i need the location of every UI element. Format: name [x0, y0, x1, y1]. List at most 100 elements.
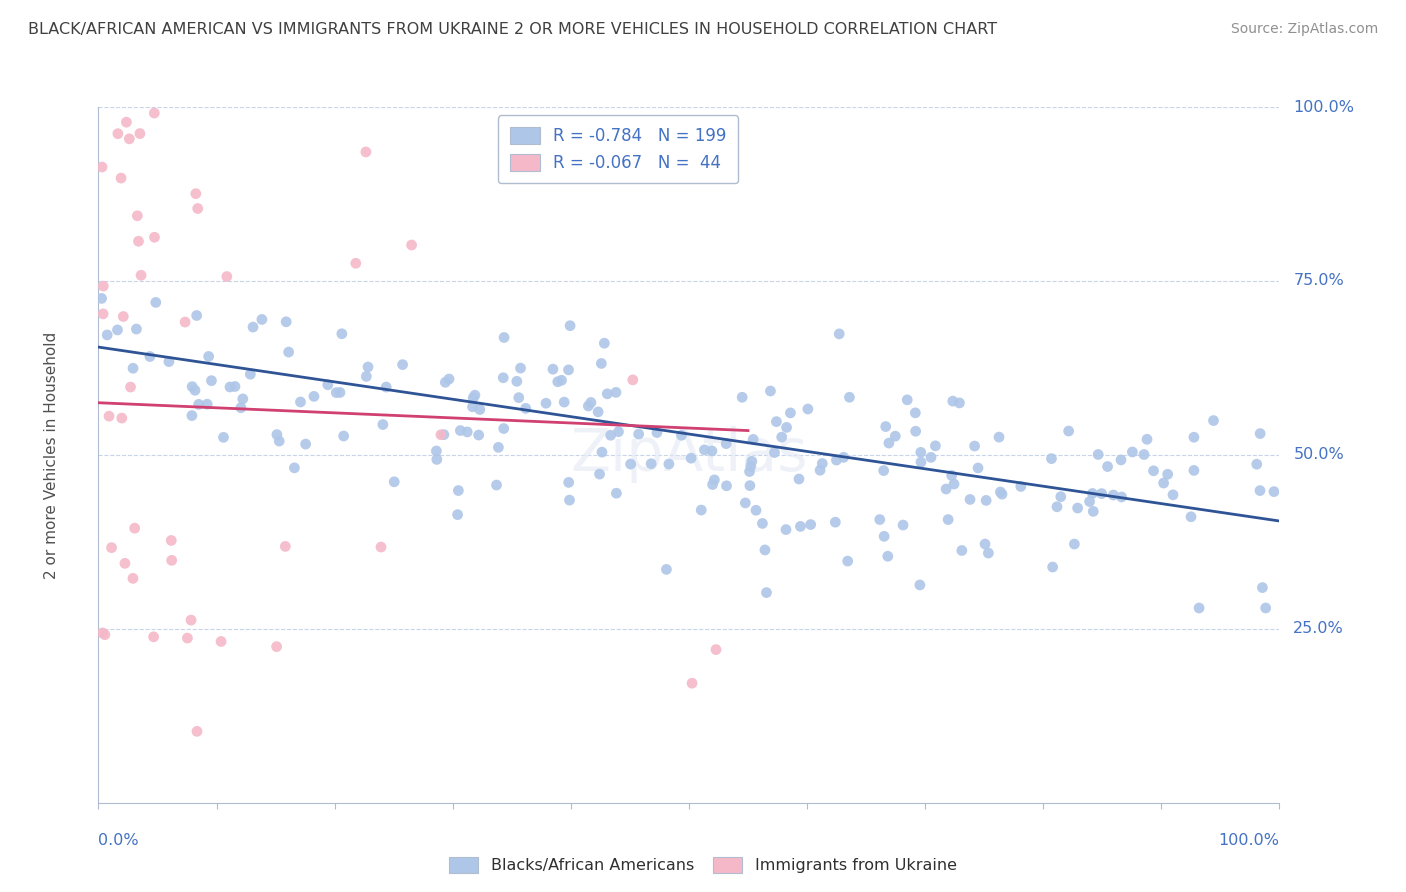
Point — [430, 427, 453, 442]
Point — [1249, 483, 1271, 498]
Point — [1087, 448, 1109, 462]
Point — [486, 441, 509, 455]
Point — [391, 358, 413, 372]
Point — [547, 375, 569, 389]
Text: 50.0%: 50.0% — [1294, 448, 1344, 462]
Point — [1202, 414, 1225, 428]
Point — [837, 554, 859, 568]
Point — [741, 454, 763, 468]
Point — [789, 519, 811, 533]
Point — [485, 478, 508, 492]
Point — [1182, 430, 1205, 444]
Point — [811, 457, 834, 471]
Point — [176, 631, 198, 645]
Point — [434, 376, 457, 390]
Point — [129, 127, 152, 141]
Point — [910, 445, 932, 459]
Point — [142, 630, 165, 644]
Point — [645, 425, 668, 440]
Text: 2 or more Vehicles in Household: 2 or more Vehicles in Household — [44, 331, 59, 579]
Point — [449, 424, 471, 438]
Point — [437, 372, 460, 386]
Point — [197, 350, 219, 364]
Point — [908, 578, 931, 592]
Point — [492, 371, 515, 385]
Point — [370, 540, 392, 554]
Point — [586, 405, 609, 419]
Point — [658, 457, 681, 471]
Point — [1153, 476, 1175, 491]
Point — [959, 492, 981, 507]
Point — [1156, 467, 1178, 482]
Point — [896, 392, 918, 407]
Point — [446, 508, 468, 522]
Point — [872, 464, 894, 478]
Point — [494, 330, 516, 344]
Point — [1180, 509, 1202, 524]
Point — [690, 503, 713, 517]
Point — [1188, 601, 1211, 615]
Point — [904, 424, 927, 438]
Point — [621, 373, 644, 387]
Point — [492, 421, 515, 435]
Point — [463, 391, 485, 405]
Point — [274, 540, 297, 554]
Point — [219, 380, 242, 394]
Point — [1066, 501, 1088, 516]
Point — [558, 493, 581, 508]
Point — [1063, 537, 1085, 551]
Point — [1091, 486, 1114, 500]
Point — [763, 445, 786, 459]
Point — [96, 327, 118, 342]
Point — [838, 390, 860, 404]
Point — [174, 315, 197, 329]
Point — [775, 420, 797, 434]
Point — [579, 395, 602, 409]
Point — [877, 436, 900, 450]
Point — [1249, 426, 1271, 441]
Point — [160, 553, 183, 567]
Point — [186, 724, 208, 739]
Point — [125, 322, 148, 336]
Point — [356, 369, 378, 384]
Point — [143, 230, 166, 244]
Point — [779, 406, 801, 420]
Point — [332, 429, 354, 443]
Point — [924, 439, 946, 453]
Point — [950, 543, 973, 558]
Point — [277, 345, 299, 359]
Point — [316, 377, 339, 392]
Point — [770, 430, 793, 444]
Point — [541, 362, 564, 376]
Point — [90, 292, 112, 306]
Point — [591, 356, 613, 370]
Point — [534, 396, 557, 410]
Point — [122, 361, 145, 376]
Point — [433, 427, 456, 442]
Point — [605, 486, 627, 500]
Point — [599, 428, 621, 442]
Point — [700, 444, 723, 458]
Point — [977, 546, 1000, 560]
Point — [759, 384, 782, 398]
Point — [738, 465, 761, 479]
Point — [181, 379, 204, 393]
Point — [143, 106, 166, 120]
Point — [740, 459, 762, 474]
Point — [825, 453, 848, 467]
Point — [187, 202, 209, 216]
Point — [1263, 484, 1285, 499]
Point — [742, 433, 765, 447]
Point — [209, 634, 232, 648]
Point — [745, 503, 768, 517]
Point — [607, 425, 630, 439]
Point — [557, 363, 579, 377]
Point — [775, 523, 797, 537]
Point — [139, 350, 162, 364]
Point — [506, 374, 529, 388]
Point — [91, 279, 114, 293]
Point — [468, 402, 491, 417]
Point — [1078, 494, 1101, 508]
Point — [127, 234, 149, 248]
Point — [426, 452, 449, 467]
